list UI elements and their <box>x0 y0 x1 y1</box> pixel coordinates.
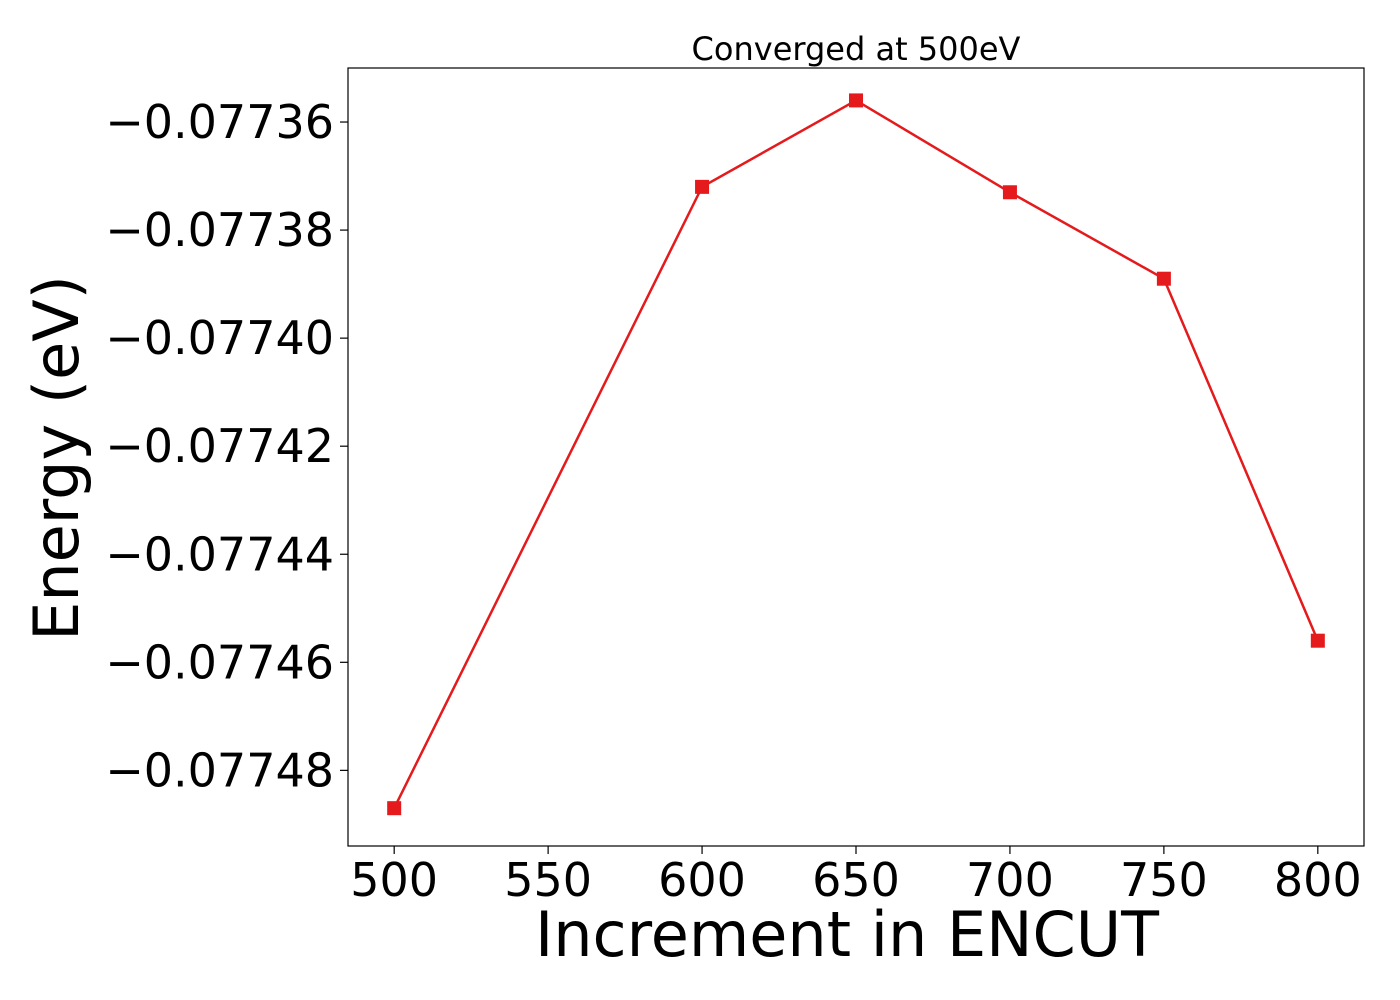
y-tick-label: −0.07746 <box>105 635 334 689</box>
series-line <box>393 98 1319 809</box>
data-point <box>1156 271 1171 286</box>
y-tick-label: −0.07738 <box>105 203 334 257</box>
y-axis: −0.07736 −0.07738 −0.07740 −0.07742 −0.07744… <box>105 95 348 797</box>
x-axis: 500 550 600 650 700 750 800 <box>350 846 1362 907</box>
x-axis-label: Increment in ENCUT <box>535 898 1160 971</box>
x-tick-label: 700 <box>966 853 1054 907</box>
data-point <box>1310 633 1325 648</box>
y-axis-label: Energy (eV) <box>20 275 93 641</box>
y-tick-label: −0.07742 <box>105 419 334 473</box>
chart-title: Converged at 500eV <box>692 30 1021 68</box>
x-tick-label: 500 <box>350 853 438 907</box>
plot-frame <box>347 67 1365 847</box>
y-tick-label: −0.07744 <box>105 527 334 581</box>
y-tick-label: −0.07740 <box>105 311 334 365</box>
data-point <box>387 801 402 816</box>
x-tick-label: 650 <box>812 853 900 907</box>
x-tick-label: 800 <box>1274 853 1362 907</box>
y-tick-label: −0.07736 <box>105 95 334 149</box>
x-tick-label: 600 <box>658 853 746 907</box>
x-tick-label: 750 <box>1120 853 1208 907</box>
series-layer <box>387 93 1325 816</box>
data-point <box>695 179 710 194</box>
data-point <box>849 93 863 108</box>
y-tick-label: −0.07748 <box>105 743 334 797</box>
x-tick-label: 550 <box>504 853 592 907</box>
data-point <box>1002 185 1017 200</box>
